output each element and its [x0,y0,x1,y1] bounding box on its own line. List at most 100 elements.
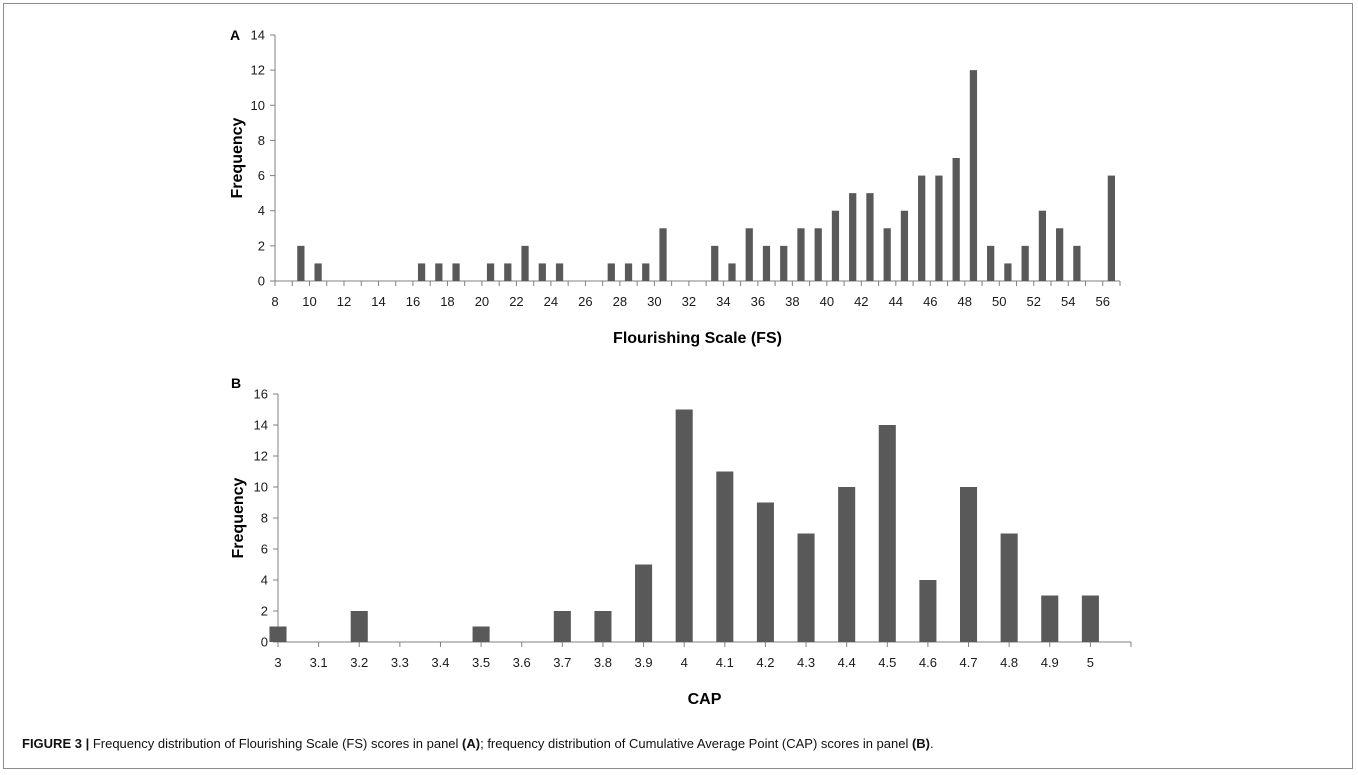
panel-a-x-tick-label: 8 [271,294,278,309]
panel-a-bar [417,263,426,281]
panel-b-x-tick-label: 3.9 [635,655,653,670]
panel-a-x-tick-label: 14 [371,294,385,309]
panel-a-y-tick-label: 14 [251,28,265,43]
panel-a-x-tick-label: 26 [578,294,592,309]
panel-a-bar [521,245,529,281]
panel-b-bar [269,626,287,642]
panel-a-bar [797,228,805,281]
panel-a-x-tick-label: 12 [337,294,351,309]
panel-b-y-tick-label: 6 [261,542,268,557]
panel-a-bar [711,245,719,281]
panel-a-bar [831,210,840,281]
panel-a-bar [555,263,564,281]
panel-a-bar [728,263,736,281]
figure-caption: FIGURE 3 | Frequency distribution of Flo… [22,736,1342,751]
panel-a-x-tick-label: 52 [1027,294,1041,309]
panel-b-bar [1041,595,1059,642]
panel-b-x-tick-label: 4.9 [1041,655,1059,670]
panel-a-y-tick-label: 0 [258,274,265,289]
panel-a-bar [504,263,512,281]
panel-b-x-tick-label: 4 [681,655,688,670]
panel-a-bar [659,228,667,281]
panel-b-y-tick-label: 12 [254,449,268,464]
panel-a-bar [900,210,909,281]
panel-a-y-tick-label: 8 [258,133,265,148]
panel-a-bar [952,158,960,281]
panel-a-y-tick-label: 10 [251,98,265,113]
panel-a-bar [1021,245,1029,281]
panel-a-x-tick-label: 56 [1096,294,1110,309]
panel-b-x-tick-label: 3 [274,655,281,670]
caption-ref-b: (B) [911,736,931,751]
panel-a-bar [883,228,891,281]
panel-a-x-axis-title: Flourishing Scale (FS) [613,330,782,347]
panel-a-bar [1038,210,1047,281]
panel-a-letter: A [230,27,240,43]
panel-b-y-tick-label: 8 [261,511,268,526]
panel-a-bar [607,263,615,281]
panel-a-x-tick-label: 16 [406,294,420,309]
panel-b-x-tick-label: 4.6 [919,655,937,670]
panel-b-x-tick-label: 3.3 [391,655,409,670]
panel-b-bar [756,502,774,642]
caption-text-1: Frequency distribution of Flourishing Sc… [89,736,463,751]
panel-a-x-tick-label: 42 [854,294,868,309]
panel-b-x-tick-label: 4.5 [878,655,896,670]
panel-b-y-tick-label: 16 [254,387,268,402]
caption-text-2: ; frequency distribution of Cumulative A… [480,736,912,751]
panel-b-x-tick-label: 4.4 [838,655,856,670]
panel-b-letter: B [231,375,241,391]
panel-a-x-tick-label: 18 [440,294,454,309]
panel-a-bar [297,245,305,281]
panel-a-bar [935,175,943,281]
panel-a-x-tick-label: 20 [475,294,489,309]
panel-a-bar [762,245,771,281]
panel-a-x-tick-label: 10 [302,294,316,309]
panel-b-x-tick-label: 3.1 [310,655,328,670]
panel-b-x-tick-label: 4.3 [797,655,815,670]
figure-frame [3,3,1353,769]
panel-a-bar [1073,245,1081,281]
panel-b-bar [675,409,693,642]
figure-label: FIGURE 3 | [22,736,90,751]
panel-a-x-tick-label: 44 [889,294,903,309]
panel-b-y-tick-label: 10 [254,480,268,495]
panel-b-x-tick-label: 4.8 [1000,655,1018,670]
panel-a-bar [435,263,443,281]
panel-b-bar [553,611,571,642]
panel-a-y-axis-title: Frequency [229,117,246,198]
panel-b-x-tick-label: 4.7 [959,655,977,670]
panel-b-bar [594,611,612,642]
panel-a-x-tick-label: 22 [509,294,523,309]
panel-b-bar [1000,533,1018,642]
panel-a-x-tick-label: 36 [751,294,765,309]
panel-b-bar [1081,595,1099,642]
panel-b-bar [716,471,734,642]
panel-a-x-tick-label: 30 [647,294,661,309]
panel-b-x-tick-label: 4.2 [756,655,774,670]
panel-a-bar [780,245,788,281]
panel-a-bar [849,193,857,281]
panel-a-x-tick-label: 32 [682,294,696,309]
panel-a-bar [624,263,633,281]
panel-a-y-tick-label: 2 [258,238,265,253]
panel-a-bar [866,193,874,281]
panel-a-bar [1056,228,1064,281]
panel-b-x-tick-label: 3.4 [431,655,449,670]
panel-b-x-tick-label: 3.7 [553,655,571,670]
panel-b-bar [797,533,815,642]
panel-a-bar [452,263,460,281]
panel-b-bar [878,425,896,642]
panel-a-x-tick-label: 24 [544,294,558,309]
panel-a-y-tick-label: 6 [258,168,265,183]
panel-a-bar [642,263,650,281]
panel-a-x-tick-label: 50 [992,294,1006,309]
panel-b-x-tick-label: 3.2 [350,655,368,670]
panel-a-x-tick-label: 46 [923,294,937,309]
panel-a-bar [745,228,753,281]
panel-a-x-tick-label: 48 [958,294,972,309]
panel-b-bar [350,611,368,642]
panel-a-y-tick-label: 12 [251,63,265,78]
panel-b-x-tick-label: 3.6 [513,655,531,670]
panel-b-x-tick-label: 3.8 [594,655,612,670]
